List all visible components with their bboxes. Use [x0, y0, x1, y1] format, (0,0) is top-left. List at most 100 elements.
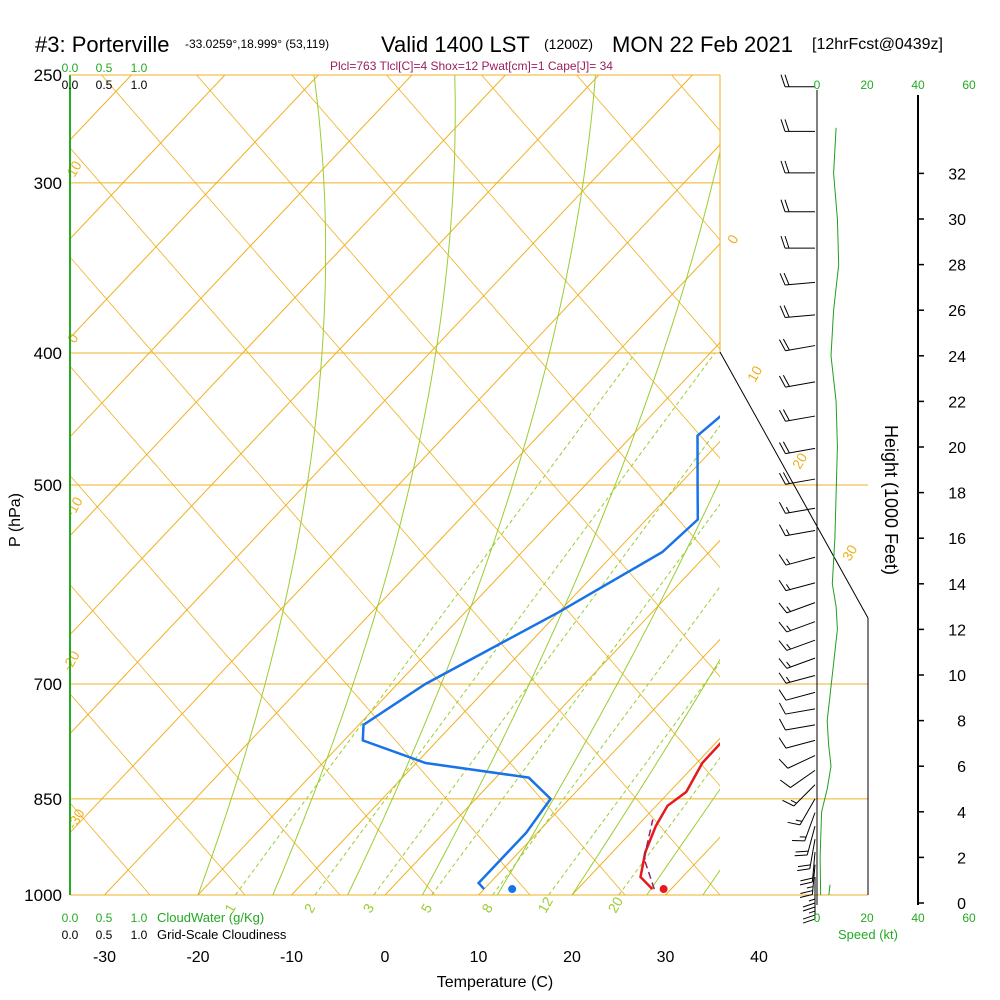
wind-barb — [778, 375, 816, 388]
wind-barb-staff — [811, 864, 816, 895]
wind-barb-staff — [786, 602, 816, 614]
wind-barb — [794, 825, 816, 857]
wind-barb-flag — [802, 906, 816, 912]
wind-barb-flag — [778, 579, 787, 591]
wind-barb-flag — [779, 305, 786, 318]
cloudiness-scale-top: 1.0 — [131, 78, 148, 92]
surface-temperature-point — [659, 885, 668, 894]
valid-time: Valid 1400 LST — [381, 32, 530, 57]
mixing-ratio-labels: 1 2 3 5 8 12 20 — [221, 894, 626, 916]
adiabat-orange-line — [291, 75, 720, 569]
wind-barb — [778, 621, 816, 633]
surface-points — [508, 885, 668, 894]
cloudwater-scale-top: 0.5 — [96, 61, 113, 75]
height-profile-tail — [828, 884, 831, 895]
wind-barb-flag — [780, 160, 786, 174]
height-tick-label: 18 — [948, 486, 966, 503]
adiabat-orange-line — [576, 75, 720, 241]
moist-adiabat-line — [646, 788, 720, 895]
cloudiness-scale-bottom: 0.0 — [62, 928, 79, 942]
wind-barb-staff — [785, 345, 816, 352]
wind-barb — [778, 338, 816, 352]
wind-barb-flag — [778, 409, 786, 422]
isotherm-label: 20 — [789, 450, 811, 472]
wind-barb — [778, 672, 816, 684]
height-tick-label: 24 — [948, 349, 966, 366]
wind-barb-flag — [784, 74, 790, 87]
isotherm-line — [70, 75, 319, 339]
wind-barb-flag — [782, 799, 795, 807]
wind-barb-staff — [785, 556, 816, 566]
utc-time: (1200Z) — [544, 36, 593, 52]
wind-barb-half — [785, 506, 790, 513]
cloudwater-label: CloudWater (g/Kg) — [157, 910, 264, 925]
height-tick-label: 0 — [957, 896, 966, 913]
mixing-ratio-line — [234, 352, 636, 895]
mixing-ratio-lines — [234, 352, 720, 895]
wind-barb-staff — [785, 415, 816, 422]
adiabat-orange-line — [70, 474, 436, 895]
wind-barb-staff — [785, 381, 816, 388]
wind-barb-flag — [779, 779, 791, 788]
wind-barb-half — [786, 643, 791, 650]
wind-barb — [778, 441, 816, 455]
wind-barb — [780, 235, 815, 249]
wind-barb-flag — [797, 868, 810, 872]
height-tick-label: 32 — [948, 166, 966, 183]
isotherm-label: 30 — [839, 542, 861, 564]
wind-barbs — [778, 74, 816, 924]
wind-barb-flag — [778, 702, 786, 715]
wind-barb — [782, 784, 816, 807]
isobar-lines — [70, 74, 868, 896]
wind-barb-flag — [799, 894, 813, 898]
wind-barb-staff — [785, 314, 816, 318]
wind-barb — [799, 864, 816, 898]
wind-barb-staff — [790, 769, 816, 788]
indices-line: Plcl=763 Tlcl[C]=4 Shox=12 Pwat[cm]=1 Ca… — [330, 59, 613, 73]
mixing-ratio-label: 5 — [417, 901, 435, 916]
isotherm-line — [0, 75, 38, 895]
adiabat-orange-line — [481, 75, 720, 350]
x-axis-ticks: -30 -20 -10 0 10 20 30 40 — [93, 949, 768, 966]
p-tick-label: 400 — [34, 344, 62, 363]
wind-barb — [792, 812, 816, 842]
isotherm-label: 0 — [724, 232, 742, 247]
isotherm-label: 0 — [64, 331, 82, 346]
wind-barb-staff — [809, 839, 816, 869]
adiabat-orange-line — [70, 584, 341, 895]
wind-barb-staff — [804, 812, 816, 841]
wind-barb-flag — [784, 235, 790, 249]
wind-barb — [780, 74, 815, 88]
height-tick-label: 30 — [948, 212, 966, 229]
wind-barb — [778, 409, 816, 422]
speed-tick-top: 20 — [860, 78, 874, 92]
x-tick-label: 0 — [381, 949, 390, 966]
moist-adiabat-line — [197, 75, 327, 895]
height-tick-label: 20 — [948, 440, 966, 457]
x-tick-label: -20 — [186, 949, 209, 966]
height-tick-label: 4 — [957, 805, 966, 822]
parcel-line — [643, 819, 656, 890]
wind-barb-flag — [778, 718, 786, 731]
speed-tick-top: 0 — [814, 78, 821, 92]
mixing-ratio-label: 12 — [534, 894, 556, 916]
wind-barb-flag — [778, 375, 786, 388]
speed-tick-bottom: 0 — [814, 911, 821, 925]
wind-barb — [778, 579, 816, 592]
wind-barb — [778, 657, 816, 669]
mixing-ratio-line — [492, 585, 720, 895]
wind-barb-half — [785, 584, 791, 590]
p-tick-label: 700 — [34, 675, 62, 694]
wind-barb-staff — [786, 621, 816, 633]
wind-barb-flag — [783, 305, 790, 318]
wind-barb-half — [808, 910, 816, 914]
moist-adiabat-line — [272, 75, 456, 895]
speed-tick-bottom: 60 — [962, 911, 976, 925]
cloudiness-label: Grid-Scale Cloudiness — [157, 927, 287, 942]
speed-tick-bottom: 40 — [911, 911, 925, 925]
wind-barb-half — [786, 606, 791, 612]
station-coords: -33.0259°,18.999° (53,119) — [185, 37, 329, 51]
isotherm-line — [70, 75, 693, 735]
wind-barb — [778, 639, 816, 651]
